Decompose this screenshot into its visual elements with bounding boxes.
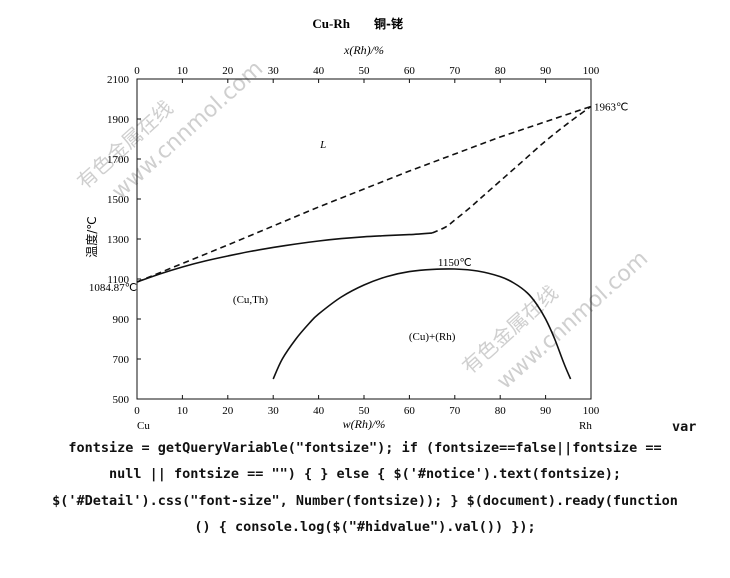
y-tick-label: 900 <box>113 314 130 326</box>
x-tick-label-top: 70 <box>449 65 461 77</box>
annotation-label: 1963℃ <box>594 101 628 113</box>
y-tick-label: 1700 <box>107 154 130 166</box>
annotation-label: 1084.87℃ <box>89 282 137 294</box>
x-tick-label-bottom: 20 <box>222 405 234 417</box>
y-tick-label: 1300 <box>107 234 130 246</box>
y-tick-label: 1900 <box>107 114 130 126</box>
x-tick-label-top: 100 <box>583 65 600 77</box>
x-tick-label-top: 10 <box>177 65 189 77</box>
annotation-label: 1150℃ <box>438 257 472 269</box>
x-tick-label-bottom: 30 <box>268 405 280 417</box>
solid-phase-line <box>272 268 572 380</box>
x-tick-label-bottom: 60 <box>404 405 416 417</box>
chart-subtitle: 铜-铑 <box>374 16 403 31</box>
x-tick-label-bottom: 90 <box>540 405 552 417</box>
x-tick-label-bottom: 50 <box>359 405 371 417</box>
code-line: fontsize = getQueryVariable("fontsize");… <box>68 440 662 456</box>
x-tick-label-top: 50 <box>359 65 371 77</box>
x-tick-label-bottom: 70 <box>449 405 461 417</box>
x-tick-label-top: 30 <box>268 65 280 77</box>
y-tick-label: 1500 <box>107 194 130 206</box>
chart-title: Cu-Rh <box>312 16 350 31</box>
dashed-phase-line <box>431 105 592 234</box>
phase-lines <box>136 105 592 380</box>
x-tick-label-bottom: 10 <box>177 405 189 417</box>
annotation-label: (Cu)+(Rh) <box>409 331 456 343</box>
x-tick-label-top: 60 <box>404 65 416 77</box>
x-tick-label-bottom: 40 <box>313 405 325 417</box>
y-axis-label: 温度/℃ <box>84 216 99 258</box>
x-tick-label-bottom: 0 <box>134 405 140 417</box>
x-tick-label-bottom: 100 <box>583 405 600 417</box>
x-tick-label-top: 40 <box>313 65 325 77</box>
code-tail-var: var <box>672 419 697 435</box>
x-top-axis-label: x(Rh)/% <box>343 43 384 57</box>
dashed-phase-line <box>136 105 592 283</box>
code-line: null || fontsize == "") { } else { $('#n… <box>108 466 622 482</box>
annotation-label: L <box>319 139 326 151</box>
code-line: () { console.log($("#hidvalue").val()) }… <box>194 519 536 535</box>
code-line: $('#Detail').css("font-size", Number(fon… <box>52 493 678 509</box>
solid-phase-line <box>136 232 433 283</box>
x-tick-label-top: 80 <box>495 65 507 77</box>
x-bottom-axis-label: w(Rh)/% <box>343 417 386 430</box>
y-tick-label: 500 <box>113 394 130 406</box>
x-tick-label-bottom: 80 <box>495 405 507 417</box>
axis-ticks: 0 0 10 10 20 20 30 30 40 40 50 50 60 60 70 70 80 80 90 90 10… <box>107 65 600 417</box>
y-tick-label: 2100 <box>107 74 130 86</box>
annotation-label: Rh <box>579 420 592 430</box>
x-tick-label-top: 0 <box>134 65 140 77</box>
phase-diagram: 有色金属在线www.cnnmol.com有色金属在线www.cnnmol.com… <box>72 16 653 430</box>
annotations: 1963℃ 1084.87℃ L 1150℃ (Cu,Th) (Cu)+(Rh) Cu Rh <box>89 101 628 430</box>
x-tick-label-top: 20 <box>222 65 234 77</box>
y-tick-label: 700 <box>113 354 130 366</box>
y-tick-label: 1100 <box>107 274 129 286</box>
x-tick-label-top: 90 <box>540 65 552 77</box>
annotation-label: (Cu,Th) <box>233 294 268 306</box>
annotation-label: Cu <box>137 420 150 430</box>
